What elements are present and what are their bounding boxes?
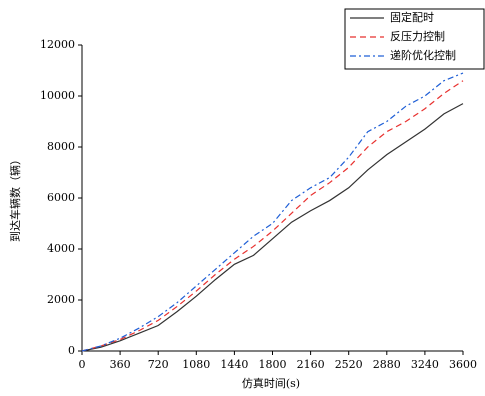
y-tick-label: 12000 (40, 38, 75, 51)
x-tick-label: 720 (148, 358, 169, 371)
y-tick-label: 2000 (47, 293, 75, 306)
legend-label: 反压力控制 (390, 29, 445, 43)
x-tick-label: 1080 (182, 358, 210, 371)
series-line (81, 72, 464, 352)
x-tick-label: 2880 (373, 358, 401, 371)
y-tick-label: 8000 (47, 140, 75, 153)
x-tick-label: 3240 (411, 358, 439, 371)
x-tick-label: 1800 (259, 358, 287, 371)
y-tick-label: 4000 (47, 242, 75, 255)
legend-label: 固定配时 (390, 10, 434, 24)
legend-label: 递阶优化控制 (390, 48, 456, 62)
x-tick-label: 2520 (335, 358, 363, 371)
x-tick-label: 360 (110, 358, 131, 371)
series-line (81, 80, 464, 352)
x-axis-label: 仿真时间(s) (242, 376, 300, 390)
series-line (81, 103, 464, 352)
x-tick-label: 2160 (297, 358, 325, 371)
x-tick-label: 0 (79, 358, 86, 371)
legend-box (344, 8, 485, 70)
y-axis-label: 到达车辆数（辆） (8, 154, 22, 242)
y-tick-label: 6000 (47, 191, 75, 204)
x-tick-label: 1440 (220, 358, 248, 371)
x-tick-label: 3600 (449, 358, 477, 371)
y-tick-label: 10000 (40, 89, 75, 102)
y-tick-label: 0 (68, 344, 75, 357)
